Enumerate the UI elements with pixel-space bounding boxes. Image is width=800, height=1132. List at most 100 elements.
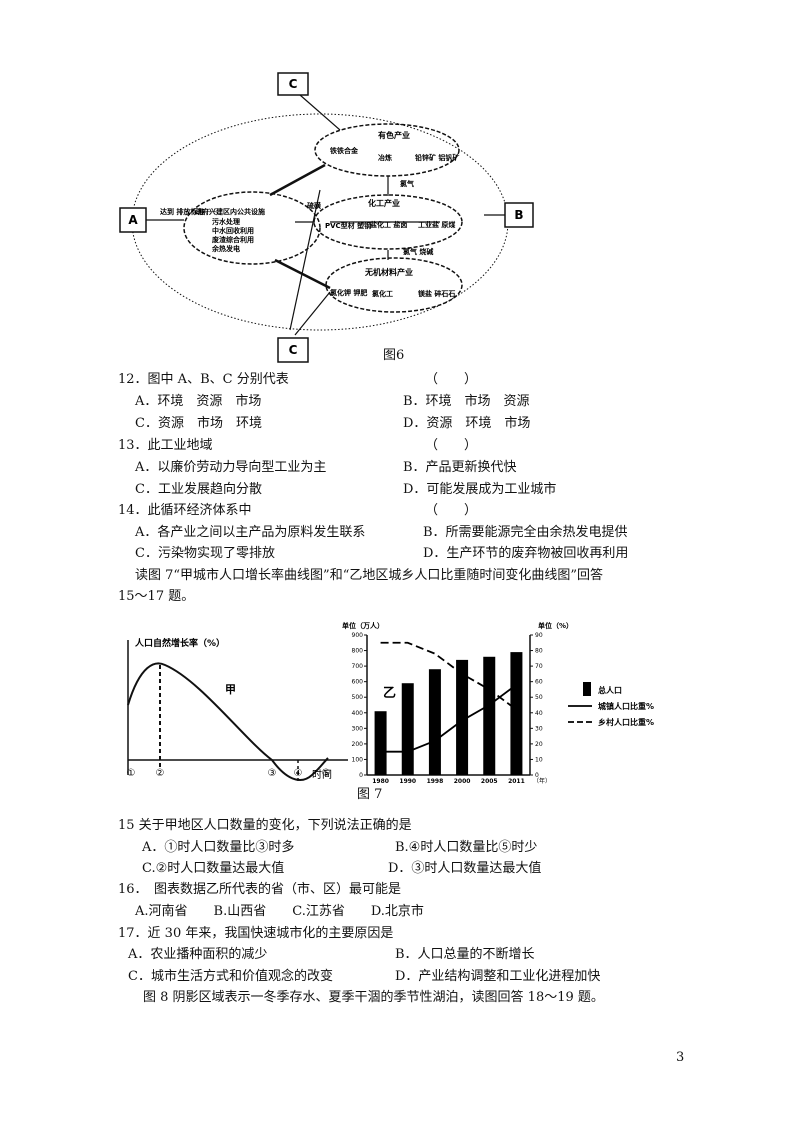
text-line: B．环境 市场 资源	[403, 394, 530, 409]
legend-swatch	[583, 682, 591, 696]
text-line: A．环境 资源 市场	[135, 394, 262, 409]
y2-tick-label: 20	[535, 741, 543, 748]
diagram-label: 氯化工	[372, 289, 393, 298]
arrow	[294, 291, 331, 336]
legend-label: 总人口	[598, 685, 622, 695]
axis-label: 单位（%）	[538, 621, 573, 630]
annotation: 甲	[225, 683, 236, 696]
text-line: 15～17 题。	[118, 589, 195, 604]
text-line: 读图 7“甲城市人口增长率曲线图”和“乙地区城乡人口比重随时间变化曲线图”回答	[135, 568, 603, 583]
diagram-label: 达到 排放标准	[160, 207, 204, 216]
label-box	[277, 337, 309, 363]
text-line: 13．此工业地域	[118, 438, 213, 453]
legend-label: 乡村人口比重%	[598, 717, 654, 727]
bar	[456, 659, 469, 775]
text-line: A.河南省 B.山西省 C.江苏省 D.北京市	[135, 904, 424, 919]
text-line: 15 关于甲地区人口数量的变化，下列说法正确的是	[118, 818, 412, 833]
axis-label: 人口自然增长率（%）	[134, 637, 225, 649]
diagram-label: 氯气	[400, 179, 414, 188]
diagram-label: A	[128, 213, 138, 227]
diagram-label: C	[289, 343, 298, 357]
industry-zone	[325, 257, 463, 313]
y2-tick-label: 70	[535, 663, 543, 670]
point-label: ①	[127, 768, 136, 779]
text-line: （ ）	[425, 438, 478, 453]
diagram-label: 化工产业	[368, 198, 400, 208]
line-series	[380, 684, 517, 753]
text-line: 12．图中 A、B、C 分别代表	[118, 372, 289, 387]
diagram-label: 工业盐 原煤	[418, 220, 456, 229]
line-series	[380, 641, 517, 711]
diagram-label: B	[514, 208, 523, 222]
text-line: D．生产环节的废弃物被回收再利用	[423, 546, 629, 561]
x-tick-label: 2011	[508, 778, 525, 785]
text-line: C.②时人口数量达最大值	[142, 861, 285, 876]
bar	[510, 652, 523, 775]
y2-tick-label: 0	[535, 772, 539, 779]
bar	[428, 669, 441, 775]
diagram-label: 氯化钾 钾肥	[330, 288, 367, 297]
label-box	[119, 207, 147, 233]
diagram-label: 无机材料产业	[364, 267, 413, 277]
text-line: B．人口总量的不断增长	[395, 947, 535, 962]
y2-tick-label: 90	[535, 632, 543, 639]
text-line: A．各产业之间以主产品为原料发生联系	[135, 525, 366, 540]
y-tick-label: 200	[352, 741, 364, 748]
text-line: 图 8 阴影区域表示一冬季存水、夏季干涸的季节性湖泊，读图回答 18～19 题。	[143, 990, 604, 1005]
diagram-label: C	[289, 77, 298, 91]
text-line: A．农业播种面积的减少	[128, 947, 268, 962]
text-line: （ ）	[425, 372, 478, 387]
industry-zone	[313, 194, 463, 250]
y-tick-label: 500	[352, 694, 364, 701]
industry-zone	[314, 123, 460, 177]
axis-label: 时间	[312, 768, 332, 781]
y2-tick-label: 80	[535, 648, 543, 655]
arrow	[269, 163, 326, 197]
y-tick-label: 800	[352, 648, 364, 655]
diagram-label: 盐化工 盐卤	[370, 220, 407, 229]
x-tick-label: 2000	[454, 778, 471, 785]
diagram-label: 余热发电	[211, 244, 240, 253]
y2-tick-label: 50	[535, 694, 543, 701]
growth-curve	[127, 662, 329, 781]
x-tick-label: 1980	[372, 778, 389, 785]
diagram-label: 硫磺	[307, 201, 321, 210]
diagram-label: 政府兴建区内公共设施	[195, 207, 265, 216]
text-line: A．以廉价劳动力导向型工业为主	[135, 460, 327, 475]
y-tick-label: 100	[352, 756, 364, 763]
diagram-label: 废渣综合利用	[212, 235, 254, 244]
x-tick-label: 2005	[481, 778, 498, 785]
y2-tick-label: 40	[535, 710, 543, 717]
industry-zone	[183, 191, 321, 265]
diagram-label: 铁铁合金	[330, 146, 359, 155]
point-label: ②	[156, 768, 165, 779]
bar	[401, 683, 414, 775]
y-tick-label: 600	[352, 679, 364, 686]
text-line: B．所需要能源完全由余热发电提供	[423, 525, 628, 540]
text-line: 17．近 30 年来，我国快速城市化的主要原因是	[118, 926, 394, 941]
y-tick-label: 700	[352, 663, 364, 670]
figure-caption: 图6	[383, 348, 405, 363]
text-line: B．产品更新换代快	[403, 460, 517, 475]
diagram-label: 冶炼	[378, 153, 392, 162]
text-line: （ ）	[425, 503, 478, 518]
arrow	[299, 94, 341, 131]
point-label: ⑤	[322, 768, 331, 779]
annotation: 乙	[383, 686, 396, 701]
diagram-label: 氯气 烧碱	[403, 247, 433, 256]
text-line: D．可能发展成为工业城市	[403, 482, 557, 497]
text-line: B.④时人口数量比⑤时少	[395, 840, 538, 855]
diagram-label: 有色产业	[378, 130, 410, 140]
axis-label: （年）	[533, 777, 551, 785]
text-line: 14．此循环经济体系中	[118, 503, 252, 518]
y2-tick-label: 30	[535, 725, 543, 732]
x-tick-label: 1990	[399, 778, 416, 785]
x-tick-label: 1998	[427, 778, 444, 785]
label-box	[277, 72, 309, 96]
text-line: C．城市生活方式和价值观念的改变	[128, 969, 333, 984]
text-line: 16． 图表数据乙所代表的省（市、区）最可能是	[118, 882, 402, 897]
y-tick-label: 400	[352, 710, 364, 717]
diagram-label: 镁盐 碎石石	[418, 289, 455, 298]
